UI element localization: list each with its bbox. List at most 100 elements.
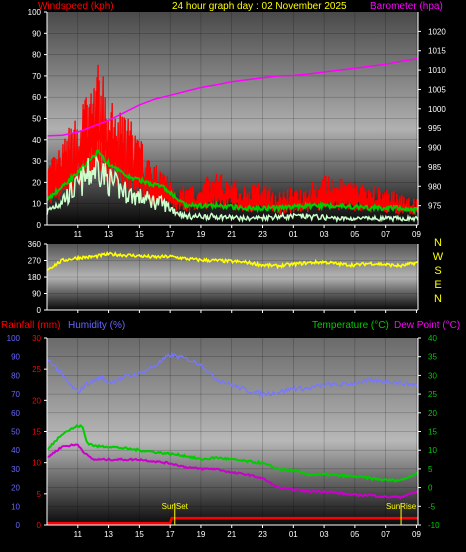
y-left-tick-label: 100 — [28, 8, 42, 17]
rainfall-tick-label: 25 — [32, 365, 41, 374]
y-left-tick-label: 20 — [32, 178, 41, 187]
y-right-tick-label: 1015 — [428, 47, 446, 56]
rainfall-tick-label: 15 — [32, 428, 41, 437]
humidity-tick-label: 80 — [11, 371, 20, 380]
y-right-tick-label: 1005 — [428, 85, 446, 94]
x-tick-label: 07 — [381, 530, 390, 539]
temperature-axis-label: Temperature (°C) — [312, 320, 389, 331]
x-tick-label: 13 — [104, 530, 113, 539]
x-tick-label: 19 — [196, 230, 205, 239]
x-tick-label: 01 — [289, 230, 298, 239]
y-left-tick-label: 50 — [32, 115, 41, 124]
y-right-tick-label: 975 — [428, 202, 442, 211]
compass-letter: N — [434, 293, 442, 305]
windspeed-axis-label: Windspeed (kph) — [38, 1, 114, 12]
humidity-tick-label: 40 — [11, 446, 20, 455]
sunrise-label: SunRise — [386, 502, 417, 511]
direction-chart-axes: 0 90 180 270 360 — [28, 240, 419, 315]
temperature-tick-label: 40 — [428, 334, 437, 343]
humidity-tick-label: 90 — [11, 353, 20, 362]
y-tick-label: 90 — [32, 290, 41, 299]
y-tick-label: 180 — [28, 273, 42, 282]
x-tick-label: 11 — [74, 530, 83, 539]
humidity-tick-label: 30 — [11, 465, 20, 474]
y-left-tick-label: 60 — [32, 93, 41, 102]
x-tick-label: 23 — [258, 230, 267, 239]
temperature-tick-label: 30 — [428, 371, 437, 380]
x-tick-label: 21 — [227, 230, 236, 239]
temperature-tick-label: 5 — [428, 465, 433, 474]
x-tick-label: 23 — [258, 530, 267, 539]
temperature-tick-label: 0 — [428, 484, 433, 493]
humidity-line — [46, 351, 419, 398]
barometer-axis-label: Barometer (hpa) — [370, 1, 443, 12]
temperature-tick-label: 10 — [428, 446, 437, 455]
x-tick-label: 15 — [135, 530, 144, 539]
temperature-tick-label: 20 — [428, 409, 437, 418]
graph-title: 24 hour graph day : 02 November 2025 — [172, 1, 347, 12]
humidity-tick-label: 50 — [11, 428, 20, 437]
y-right-tick-label: 1010 — [428, 66, 446, 75]
rainfall-axis-label: Rainfall (mm) — [1, 320, 60, 331]
x-tick-label: 17 — [166, 530, 175, 539]
wind-chart-series — [46, 57, 419, 224]
wind-average-line — [46, 149, 419, 215]
humidity-tick-label: 60 — [11, 409, 20, 418]
temp-chart-axes: 11 13 15 17 19 21 23 01 03 05 07 090102030405060708… — [7, 334, 440, 539]
humidity-tick-label: 0 — [16, 521, 21, 530]
y-left-tick-label: 70 — [32, 72, 41, 81]
rainfall-line — [47, 516, 418, 525]
temperature-tick-label: 15 — [428, 428, 437, 437]
y-left-tick-label: 90 — [32, 29, 41, 38]
temperature-tick-label: -5 — [428, 502, 436, 511]
direction-chart-series — [46, 250, 419, 271]
x-tick-label: 11 — [74, 230, 83, 239]
temperature-tick-label: 35 — [428, 353, 437, 362]
y-right-tick-label: 990 — [428, 144, 442, 153]
rainfall-tick-label: 20 — [32, 396, 41, 405]
y-left-tick-label: 0 — [37, 221, 42, 230]
wind-speed-line — [46, 156, 419, 224]
rainfall-tick-label: 5 — [37, 490, 42, 499]
humidity-tick-label: 100 — [7, 334, 21, 343]
y-tick-label: 0 — [37, 306, 42, 315]
dewpoint-axis-label: Dew Point (°C) — [394, 320, 460, 331]
x-tick-label: 01 — [289, 530, 298, 539]
wind-gust-line — [46, 64, 419, 215]
x-tick-label: 05 — [350, 530, 359, 539]
y-right-tick-label: 980 — [428, 182, 442, 191]
temperature-line — [46, 424, 419, 483]
y-left-tick-label: 10 — [32, 200, 41, 209]
y-left-tick-label: 40 — [32, 136, 41, 145]
wind-direction-line — [46, 250, 419, 271]
compass-letter: N — [434, 237, 442, 249]
rainfall-tick-label: 30 — [32, 334, 41, 343]
temperature-tick-label: -10 — [428, 521, 440, 530]
y-left-tick-label: 30 — [32, 157, 41, 166]
x-tick-label: 09 — [412, 530, 421, 539]
sunset-label: SunSet — [162, 502, 189, 511]
humidity-axis-label: Humidity (%) — [68, 320, 125, 331]
barometer-line — [46, 57, 419, 137]
x-tick-label: 05 — [350, 230, 359, 239]
compass-letter: E — [434, 279, 441, 291]
x-tick-label: 21 — [227, 530, 236, 539]
humidity-tick-label: 20 — [11, 484, 20, 493]
humidity-tick-label: 70 — [11, 390, 20, 399]
temp-chart-series: SunSet SunRise — [46, 351, 419, 525]
x-tick-label: 19 — [196, 530, 205, 539]
humidity-tick-label: 10 — [11, 502, 20, 511]
x-tick-label: 03 — [320, 530, 329, 539]
x-tick-label: 15 — [135, 230, 144, 239]
compass-letter: S — [434, 265, 441, 277]
y-right-tick-label: 1020 — [428, 27, 446, 36]
y-right-tick-label: 1000 — [428, 105, 446, 114]
temp-chart-grid — [47, 338, 418, 525]
rainfall-tick-label: 0 — [37, 521, 42, 530]
dewpoint-line — [46, 443, 419, 500]
temperature-tick-label: 25 — [428, 390, 437, 399]
compass-letter: W — [433, 251, 444, 263]
x-tick-label: 07 — [381, 230, 390, 239]
